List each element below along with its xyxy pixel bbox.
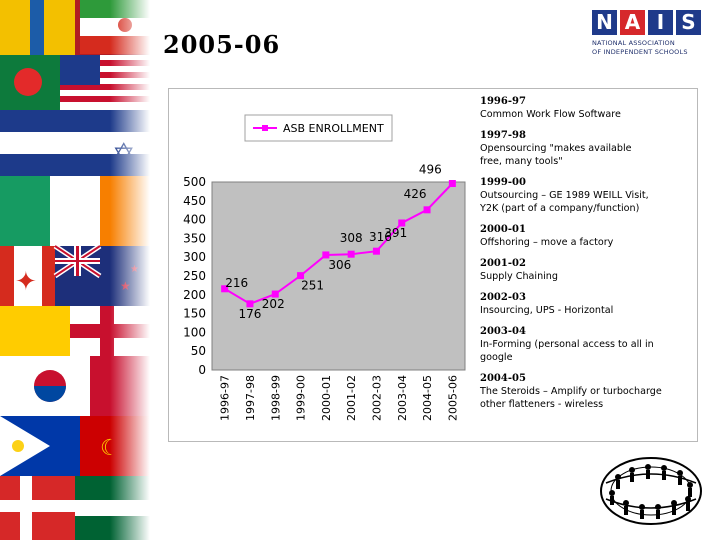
timeline-description: other flatteners - wireless <box>480 399 604 410</box>
data-point <box>398 219 406 227</box>
data-point <box>322 251 330 259</box>
timeline-year: 2001-02 <box>480 258 526 269</box>
data-label: 202 <box>262 297 285 311</box>
timeline-item: 2000-01 Offshoring – move a factory <box>480 224 695 249</box>
x-tick-label: 2001-02 <box>345 375 358 421</box>
y-tick-label: 150 <box>183 307 206 321</box>
y-tick-label: 100 <box>183 325 206 339</box>
timeline-year: 1999-00 <box>480 177 526 188</box>
data-label: 496 <box>419 163 442 177</box>
timeline-description: Insourcing, UPS - Horizontal <box>480 305 614 316</box>
timeline-description: The Steroids – Amplify or turbocharge <box>480 386 662 397</box>
logo-letter-i: I <box>648 10 673 35</box>
y-tick-label: 200 <box>183 288 206 302</box>
timeline-item: 2004-05 The Steroids – Amplify or turboch… <box>480 373 695 411</box>
data-label: 316 <box>369 230 392 244</box>
data-point <box>448 180 456 188</box>
enrollment-chart: ASB ENROLLMENT 0 50 100 150 200 250 300 350 400 4… <box>183 114 466 421</box>
x-tick-label: 1997-98 <box>244 375 257 421</box>
timeline-item: 2002-03 Insourcing, UPS - Horizontal <box>480 292 695 317</box>
nais-logo: N A I S NATIONAL ASSOCIATION OF INDEPEND… <box>592 10 704 62</box>
timeline-description: Outsourcing – GE 1989 WEILL Visit, <box>480 190 649 201</box>
timeline-item: 2001-02 Supply Chaining <box>480 258 695 283</box>
data-label: 251 <box>301 279 324 293</box>
timeline-description: google <box>480 352 513 363</box>
y-tick-label: 250 <box>183 269 206 283</box>
logo-letter-a: A <box>620 10 645 35</box>
x-tick-label: 2000-01 <box>320 375 333 421</box>
legend-label: ASB ENROLLMENT <box>283 122 384 135</box>
timeline-year: 1997-98 <box>480 130 526 141</box>
x-tick-label: 1996-97 <box>219 375 232 421</box>
timeline-year: 2004-05 <box>480 373 526 384</box>
timeline-item: 1996-97 Common Work Flow Software <box>480 96 695 121</box>
timeline-year: 1996-97 <box>480 96 526 107</box>
svg-text:✦: ✦ <box>15 267 37 297</box>
x-tick-label: 2003-04 <box>396 375 409 421</box>
x-tick-label: 2004-05 <box>421 375 434 421</box>
data-point <box>423 206 431 214</box>
data-label: 426 <box>404 187 427 201</box>
data-label: 216 <box>225 276 248 290</box>
logo-line-2: OF INDEPENDENT SCHOOLS <box>592 48 688 56</box>
data-point <box>372 247 380 255</box>
timeline-description: free, many tools" <box>480 156 563 167</box>
data-label: 391 <box>384 226 407 240</box>
logo-line-1: NATIONAL ASSOCIATION <box>592 39 675 47</box>
data-point <box>246 300 254 308</box>
data-label: 306 <box>328 258 351 272</box>
timeline-description: Y2K (part of a company/function) <box>480 203 640 214</box>
y-tick-label: 450 <box>183 194 206 208</box>
timeline-description: Offshoring – move a factory <box>480 237 614 248</box>
data-point <box>221 285 229 293</box>
x-tick-label: 1999-00 <box>295 375 308 421</box>
y-tick-label: 300 <box>183 250 206 264</box>
y-tick-label: 400 <box>183 213 206 227</box>
timeline-year: 2002-03 <box>480 292 526 303</box>
x-tick-label: 2005-06 <box>446 375 459 421</box>
timeline-description: Common Work Flow Software <box>480 109 621 120</box>
data-point <box>271 290 279 298</box>
timeline-year: 2003-04 <box>480 326 526 337</box>
plot-area <box>211 181 466 371</box>
timeline-description: Supply Chaining <box>480 271 558 282</box>
series-asb-enrollment <box>221 180 456 308</box>
logo-letter-n: N <box>592 10 617 35</box>
logo-letter-s: S <box>676 10 701 35</box>
timeline-item: 1997-98 Opensourcing "makes available free… <box>480 130 695 168</box>
legend-marker <box>262 125 268 131</box>
data-label: 176 <box>238 307 261 321</box>
y-tick-label: 350 <box>183 231 206 245</box>
y-tick-label: 0 <box>198 363 206 377</box>
x-tick-label: 2002-03 <box>370 375 383 421</box>
slide-title: 2005-06 <box>163 30 281 59</box>
y-axis: 0 50 100 150 200 250 300 350 400 450 500 <box>183 175 206 377</box>
data-point <box>297 272 305 280</box>
data-label: 308 <box>340 231 363 245</box>
y-tick-label: 50 <box>191 344 206 358</box>
chart-legend: ASB ENROLLMENT <box>244 114 393 142</box>
x-tick-label: 1998-99 <box>269 375 282 421</box>
flag-collage: ✡ ✦ ★ ★ ☾ <box>0 0 150 540</box>
data-point <box>347 250 355 258</box>
series-line <box>224 182 454 305</box>
timeline-description: In-Forming (personal access to all in <box>480 339 654 350</box>
y-tick-label: 500 <box>183 175 206 189</box>
timeline-description: Opensourcing "makes available <box>480 143 632 154</box>
timeline-item: 2003-04 In-Forming (personal access to al… <box>480 326 695 364</box>
timeline-year: 2000-01 <box>480 224 526 235</box>
timeline-item: 1999-00 Outsourcing – GE 1989 WEILL Visit… <box>480 177 695 215</box>
chart-panel: ASB ENROLLMENT 0 50 100 150 200 250 300 350 400 4… <box>168 88 698 442</box>
globe-people-logo <box>600 457 702 525</box>
timeline-list: 1996-97 Common Work Flow Software 1997-98 O… <box>480 96 695 420</box>
x-axis: 1996-97 1997-98 1998-99 1999-00 2000-01 2001-… <box>219 375 460 421</box>
